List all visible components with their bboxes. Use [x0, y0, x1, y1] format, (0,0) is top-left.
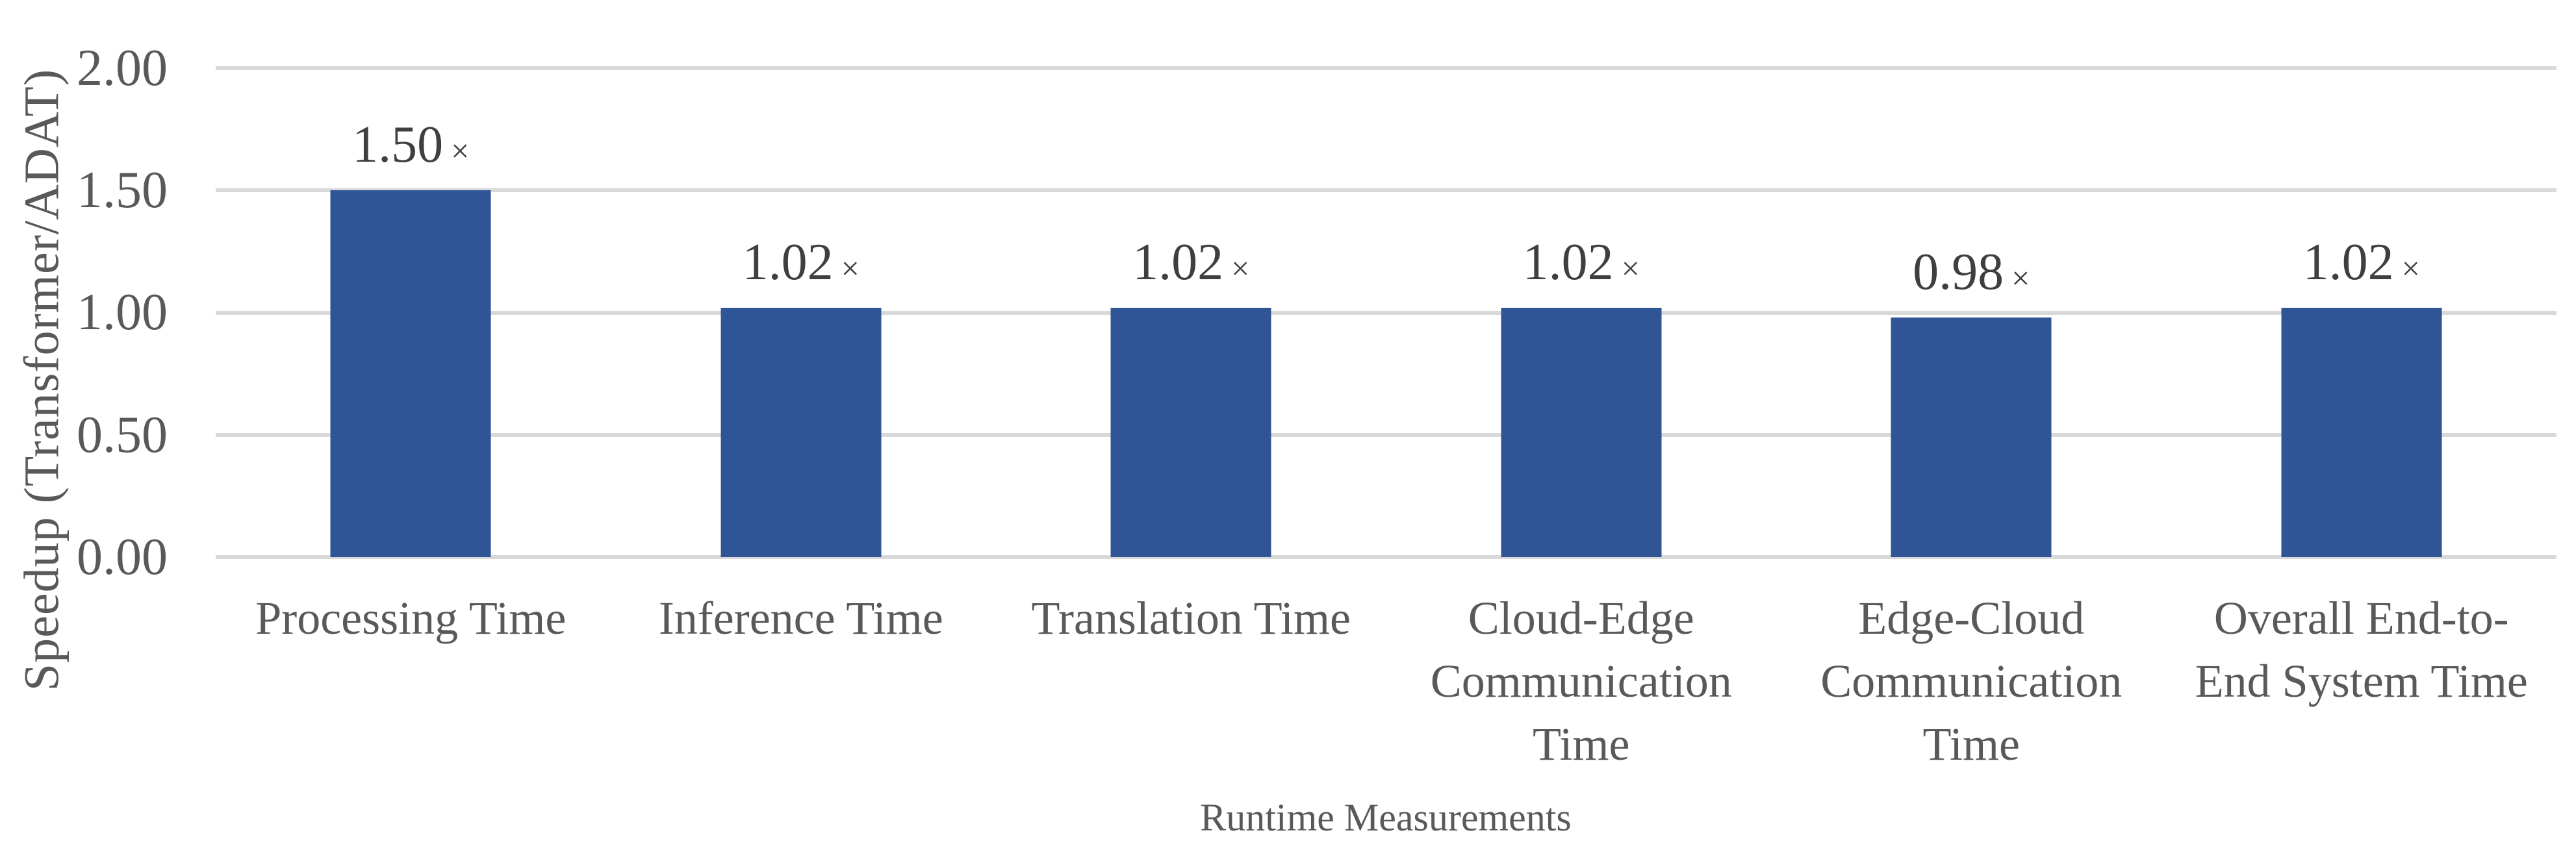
data-label: 1.02 ×: [1132, 233, 1250, 291]
category-label: Processing Time: [255, 592, 567, 644]
bars-layer: 1.50 × 1.02 × 1.02 × 1.02 × 0.98 × 1.02 ×: [216, 68, 2557, 557]
y-tick-label: 2.00: [77, 40, 168, 97]
bar-slot: 1.02 ×: [606, 68, 997, 557]
bar-edge-cloud-communication-time: [1891, 318, 2052, 557]
bar-slot: 1.02 ×: [1386, 68, 1777, 557]
times-symbol: ×: [451, 132, 470, 169]
y-axis-title: Speedup (Transformer/ADAT): [14, 68, 70, 692]
data-label: 1.02 ×: [1522, 233, 1640, 291]
category-label: Inference Time: [658, 592, 943, 644]
bar-slot: 0.98 ×: [1776, 68, 2167, 557]
bar-cloud-edge-communication-time: [1501, 307, 1662, 557]
times-symbol: ×: [2401, 249, 2420, 286]
y-tick-label: 1.50: [77, 162, 168, 219]
gridline-1.00: [216, 310, 2557, 315]
bar-overall-end-to-end-system-time: [2281, 307, 2442, 557]
gridline-0.00: [216, 555, 2557, 559]
bar-inference-time: [721, 307, 882, 557]
bar-slot: 1.02 ×: [996, 68, 1386, 557]
data-label: 0.98 ×: [1913, 243, 2030, 301]
y-tick-label: 0.00: [77, 529, 168, 586]
gridline-2.00: [216, 66, 2557, 70]
times-symbol: ×: [2011, 260, 2030, 297]
gridline-0.50: [216, 432, 2557, 437]
x-axis-category-labels: Processing Time Inference Time Translati…: [216, 587, 2557, 776]
data-label: 1.50 ×: [352, 116, 470, 174]
category-label: Cloud-Edge Communication Time: [1430, 592, 1732, 770]
gridline-1.50: [216, 188, 2557, 193]
bar-slot: 1.02 ×: [2167, 68, 2557, 557]
bar-translation-time: [1110, 307, 1271, 557]
data-label: 1.02 ×: [742, 233, 860, 291]
category-label: Translation Time: [1031, 592, 1351, 644]
category-label: Overall End-to-End System Time: [2195, 592, 2528, 707]
bar-processing-time: [330, 190, 491, 557]
x-axis-title: Runtime Measurements: [1200, 796, 1572, 839]
times-symbol: ×: [841, 249, 860, 286]
bar-slot: 1.50 ×: [216, 68, 606, 557]
data-label: 1.02 ×: [2302, 233, 2420, 291]
category-label: Edge-Cloud Communication Time: [1820, 592, 2123, 770]
y-tick-label: 1.00: [77, 284, 168, 341]
times-symbol: ×: [1231, 249, 1250, 286]
y-tick-label: 0.50: [77, 406, 168, 464]
times-symbol: ×: [1621, 249, 1640, 286]
plot-area: 1.50 × 1.02 × 1.02 × 1.02 × 0.98 × 1.02 ×: [216, 66, 2557, 559]
